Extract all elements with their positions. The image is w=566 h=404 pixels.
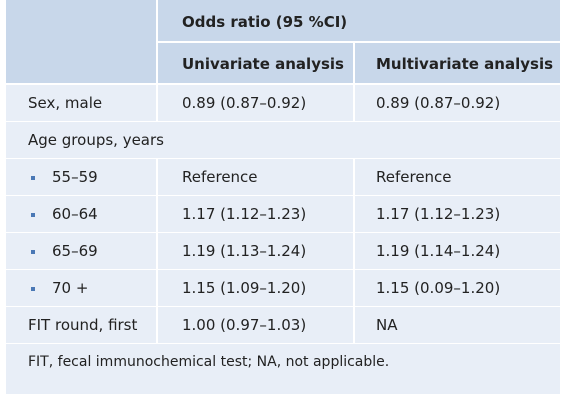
table-header-group-row — [6, 0, 560, 42]
table-footnote-box — [6, 344, 560, 394]
header-divider — [156, 41, 560, 43]
table-header-column-row — [6, 42, 560, 83]
table-row — [6, 85, 560, 121]
cell-divider — [156, 159, 158, 343]
table-footnote: FIT, fecal immunochemical test; NA, not … — [28, 354, 390, 370]
table-row — [6, 196, 560, 232]
header-multivariate: Multivariate analysis — [376, 55, 554, 73]
header-divider — [353, 42, 355, 83]
cell-divider — [156, 85, 158, 121]
multivariate-value: 1.15 (0.09–1.20) — [376, 279, 501, 297]
bullet-icon — [31, 213, 35, 217]
multivariate-value: 0.89 (0.87–0.92) — [376, 94, 501, 112]
univariate-value: 1.19 (1.13–1.24) — [182, 242, 307, 260]
row-label: Age groups, years — [28, 131, 164, 149]
univariate-value: 0.89 (0.87–0.92) — [182, 94, 307, 112]
cell-divider — [353, 159, 355, 343]
row-label: 55–59 — [52, 168, 98, 186]
table-row — [6, 307, 560, 343]
bullet-icon — [31, 176, 35, 180]
univariate-value: 1.00 (0.97–1.03) — [182, 316, 307, 334]
header-univariate: Univariate analysis — [182, 55, 344, 73]
row-label: 65–69 — [52, 242, 98, 260]
row-label: FIT round, first — [28, 316, 138, 334]
odds-ratio-table: Odds ratio (95 %CI) Univariate analysis … — [6, 0, 560, 396]
table-row — [6, 122, 560, 158]
univariate-value: 1.15 (1.09–1.20) — [182, 279, 307, 297]
table-row — [6, 159, 560, 195]
multivariate-value: 1.17 (1.12–1.23) — [376, 205, 501, 223]
table-row — [6, 233, 560, 269]
row-label: Sex, male — [28, 94, 103, 112]
cell-divider — [353, 85, 355, 121]
univariate-value: 1.17 (1.12–1.23) — [182, 205, 307, 223]
row-label: 60–64 — [52, 205, 98, 223]
row-label: 70 + — [52, 279, 89, 297]
bullet-icon — [31, 250, 35, 254]
header-odds-ratio: Odds ratio (95 %CI) — [182, 13, 348, 31]
bullet-icon — [31, 287, 35, 291]
univariate-value: Reference — [182, 168, 258, 186]
multivariate-value: NA — [376, 316, 398, 334]
multivariate-value: Reference — [376, 168, 452, 186]
table-row — [6, 270, 560, 306]
multivariate-value: 1.19 (1.14–1.24) — [376, 242, 501, 260]
